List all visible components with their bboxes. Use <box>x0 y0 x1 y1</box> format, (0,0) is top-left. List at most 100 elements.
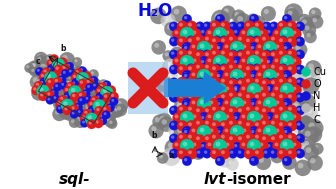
Circle shape <box>102 106 112 117</box>
Circle shape <box>63 90 76 103</box>
Circle shape <box>169 78 179 87</box>
Circle shape <box>280 139 294 153</box>
Circle shape <box>269 35 285 51</box>
Circle shape <box>245 92 255 101</box>
Circle shape <box>242 115 245 118</box>
Circle shape <box>103 112 107 115</box>
Circle shape <box>64 106 80 122</box>
Circle shape <box>269 78 280 89</box>
Circle shape <box>275 33 279 37</box>
Circle shape <box>55 96 70 111</box>
Circle shape <box>78 79 88 88</box>
Circle shape <box>255 135 259 139</box>
Circle shape <box>113 108 117 112</box>
Circle shape <box>265 128 270 132</box>
Circle shape <box>196 93 200 97</box>
Circle shape <box>197 80 200 83</box>
Circle shape <box>249 70 259 80</box>
Circle shape <box>61 99 74 112</box>
Circle shape <box>309 8 321 20</box>
Circle shape <box>59 101 71 113</box>
Circle shape <box>215 77 220 82</box>
Circle shape <box>250 15 266 32</box>
Circle shape <box>229 52 233 56</box>
Circle shape <box>65 78 70 82</box>
Circle shape <box>40 88 45 92</box>
Circle shape <box>69 85 73 88</box>
Circle shape <box>222 150 236 163</box>
Circle shape <box>192 123 208 139</box>
Circle shape <box>173 49 178 54</box>
Circle shape <box>184 74 187 77</box>
Circle shape <box>261 53 278 69</box>
Circle shape <box>308 63 314 69</box>
Circle shape <box>194 35 205 46</box>
Circle shape <box>170 29 187 45</box>
Circle shape <box>61 69 70 78</box>
Circle shape <box>297 51 300 55</box>
Circle shape <box>203 35 214 46</box>
Circle shape <box>52 95 60 103</box>
Circle shape <box>50 71 60 80</box>
Circle shape <box>195 22 205 31</box>
Circle shape <box>80 81 83 84</box>
Circle shape <box>232 56 242 66</box>
Circle shape <box>282 126 292 136</box>
Circle shape <box>250 22 264 37</box>
Circle shape <box>186 79 190 83</box>
Circle shape <box>246 94 250 98</box>
Circle shape <box>236 93 246 102</box>
Circle shape <box>165 139 182 156</box>
Circle shape <box>94 86 104 95</box>
Circle shape <box>70 87 85 101</box>
Circle shape <box>244 105 255 116</box>
Circle shape <box>67 68 76 76</box>
Circle shape <box>160 80 166 85</box>
Circle shape <box>172 140 183 152</box>
Circle shape <box>84 73 87 77</box>
Circle shape <box>232 142 242 152</box>
Circle shape <box>208 70 218 81</box>
Circle shape <box>94 119 103 128</box>
Circle shape <box>184 158 187 161</box>
Circle shape <box>272 112 284 123</box>
Circle shape <box>165 52 169 57</box>
Circle shape <box>208 43 218 53</box>
Circle shape <box>75 70 79 74</box>
Circle shape <box>174 9 179 15</box>
Circle shape <box>260 134 271 145</box>
Circle shape <box>263 69 277 83</box>
Circle shape <box>212 51 216 55</box>
Circle shape <box>79 93 82 96</box>
Circle shape <box>255 94 259 98</box>
Circle shape <box>211 64 224 76</box>
Circle shape <box>59 77 62 80</box>
Circle shape <box>240 29 251 40</box>
Circle shape <box>244 133 255 144</box>
Circle shape <box>55 100 59 104</box>
Circle shape <box>217 44 222 49</box>
Circle shape <box>291 112 301 123</box>
Circle shape <box>69 87 74 92</box>
Circle shape <box>242 59 245 62</box>
Circle shape <box>196 52 200 56</box>
Circle shape <box>280 37 283 41</box>
Circle shape <box>114 98 128 113</box>
Circle shape <box>227 50 238 61</box>
Circle shape <box>71 119 75 123</box>
Circle shape <box>245 106 258 120</box>
Circle shape <box>186 120 196 129</box>
Circle shape <box>56 84 61 89</box>
Circle shape <box>62 96 66 99</box>
Circle shape <box>240 63 252 75</box>
Circle shape <box>279 107 283 111</box>
Circle shape <box>264 150 267 154</box>
Circle shape <box>200 60 207 67</box>
Circle shape <box>191 131 197 137</box>
Circle shape <box>78 67 87 75</box>
Circle shape <box>236 78 246 87</box>
Circle shape <box>247 123 253 128</box>
Circle shape <box>232 114 242 124</box>
Circle shape <box>177 34 191 47</box>
Circle shape <box>60 90 70 99</box>
